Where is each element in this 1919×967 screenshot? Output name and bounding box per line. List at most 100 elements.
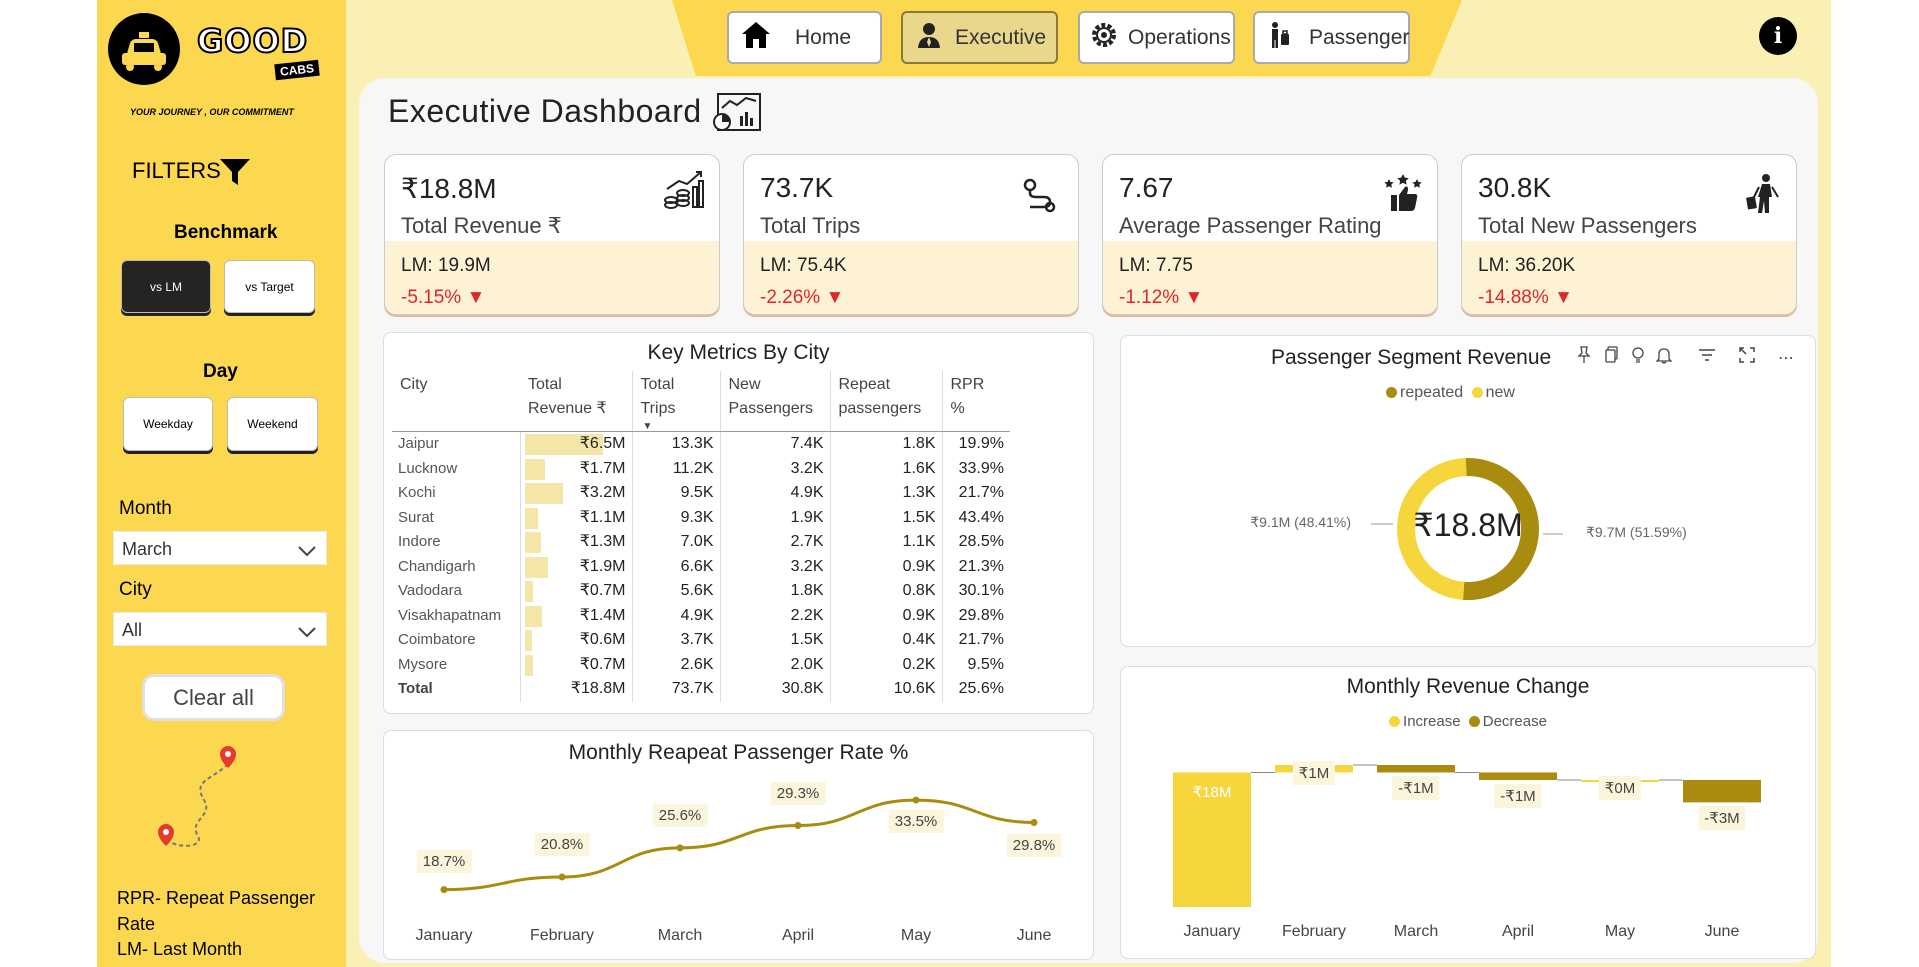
data-label: 33.5% — [888, 810, 944, 834]
weekend-button[interactable]: Weekend — [227, 397, 318, 451]
pin-icon[interactable] — [1576, 346, 1592, 369]
kpi-change: -2.26% ▼ — [760, 287, 845, 308]
donut-slice-repeated — [1463, 458, 1539, 600]
bulb-icon[interactable] — [1632, 346, 1644, 369]
nav-home-button[interactable]: Home — [727, 11, 882, 64]
data-label: ₹18M — [1192, 784, 1232, 802]
table-row[interactable]: Visakhapatnam ₹1.4M 4.9K 2.2K 0.9K 29.8% — [392, 603, 1010, 628]
cell-city: Indore — [392, 530, 521, 555]
kpi-benchmark-area: LM: 36.20K -14.88% ▼ — [1462, 241, 1796, 314]
cell-new-passengers: 2.0K — [720, 652, 831, 677]
kpi-card-new-passengers[interactable]: 30.8K Total New Passengers LM: 36.20K -1… — [1461, 154, 1797, 315]
col-new-passengers[interactable]: New Passengers — [720, 371, 831, 432]
data-label: 20.8% — [534, 832, 590, 856]
passenger-luggage-icon — [1267, 21, 1291, 55]
cell-new-passengers: 7.4K — [720, 431, 831, 457]
card-title: Key Metrics By City — [647, 341, 830, 364]
benchmark-vs-lm-button[interactable]: vs LM — [121, 260, 211, 313]
bell-icon[interactable] — [1655, 346, 1673, 369]
nav-executive-button[interactable]: Executive — [901, 11, 1058, 64]
cell-city: Kochi — [392, 481, 521, 506]
cell-city: Surat — [392, 505, 521, 530]
revenue-bar — [524, 605, 542, 627]
cell-new-passengers: 2.2K — [720, 603, 831, 628]
filter-icon[interactable] — [1698, 347, 1716, 368]
x-tick-label: April — [1501, 923, 1534, 940]
data-point — [794, 822, 802, 829]
table-row[interactable]: Surat ₹1.1M 9.3K 1.9K 1.5K 43.4% — [392, 505, 1010, 530]
legend-dot-decrease — [1468, 716, 1480, 727]
expand-icon[interactable] — [1738, 346, 1756, 369]
table-row[interactable]: Kochi ₹3.2M 9.5K 4.9K 1.3K 21.7% — [392, 481, 1010, 506]
donut-chart-svg — [1371, 458, 1563, 600]
x-tick-label: May — [1604, 923, 1636, 940]
city-select[interactable]: All — [113, 612, 327, 646]
cell-revenue: ₹1.3M — [520, 530, 633, 555]
kpi-card-rating[interactable]: 7.67 Average Passenger Rating LM: 7.75 -… — [1102, 154, 1438, 315]
waterfall-bar — [1173, 772, 1251, 907]
kpi-card-revenue[interactable]: ₹18.8M Total Revenue ₹ LM: 19.9M -5.15% … — [384, 154, 720, 315]
cell-total-revenue: ₹18.8M — [520, 677, 633, 702]
table-row[interactable]: Vadodara ₹0.7M 5.6K 1.8K 0.8K 30.1% — [392, 579, 1010, 604]
col-city[interactable]: City — [392, 371, 520, 432]
table-row[interactable]: Lucknow ₹1.7M 11.2K 3.2K 1.6K 33.9% — [392, 456, 1010, 481]
kpi-change: -14.88% ▼ — [1478, 287, 1573, 308]
funnel-icon — [219, 157, 251, 192]
passenger-segment-revenue-card: Passenger Segment Revenue ⋯ repeated new… — [1120, 335, 1816, 647]
cell-city: Mysore — [392, 652, 521, 677]
nav-operations-button[interactable]: Operations — [1078, 11, 1235, 64]
kpi-card-trips[interactable]: 73.7K Total Trips LM: 75.4K -2.26% ▼ — [743, 154, 1079, 315]
down-triangle-icon: ▼ — [1184, 287, 1204, 308]
table-row[interactable]: Indore ₹1.3M 7.0K 2.7K 1.1K 28.5% — [392, 530, 1010, 555]
x-tick-label: March — [657, 927, 703, 944]
key-metrics-table: City Total Revenue ₹ Total Trips ▼ New Pa… — [392, 371, 1010, 702]
data-label: 25.6% — [652, 803, 708, 827]
col-rpr[interactable]: RPR % — [942, 371, 1010, 432]
cell-rpr: 9.5% — [967, 655, 1004, 673]
cell-trips: 4.9K — [632, 603, 721, 628]
kpi-value: 30.8K — [1478, 172, 1552, 203]
cell-rpr: 33.9% — [958, 459, 1004, 477]
copy-icon[interactable] — [1604, 346, 1620, 369]
table-row[interactable]: Coimbatore ₹0.6M 3.7K 1.5K 0.4K 21.7% — [392, 628, 1010, 653]
cell-revenue: ₹0.7M — [520, 579, 633, 604]
nav-passenger-button[interactable]: Passenger — [1253, 11, 1410, 64]
x-tick-label: April — [781, 927, 814, 944]
info-icon[interactable]: i — [1759, 17, 1797, 55]
data-label: 29.8% — [1006, 834, 1062, 858]
cell-repeat-passengers: 0.8K — [830, 579, 943, 604]
benchmark-label: Benchmark — [174, 222, 278, 243]
col-total-trips[interactable]: Total Trips ▼ — [632, 371, 721, 432]
kpi-change: -5.15% ▼ — [401, 287, 486, 308]
taxi-logo-icon — [108, 13, 180, 85]
x-tick-label: February — [1281, 923, 1347, 940]
col-total-revenue[interactable]: Total Revenue ₹ — [520, 371, 633, 432]
legend-increase: Increase — [1403, 713, 1461, 730]
col-repeat-passengers[interactable]: Repeat passengers — [830, 371, 943, 432]
cell-trips: 11.2K — [632, 456, 721, 481]
kpi-value: ₹18.8M — [401, 173, 497, 204]
cell-rpr: 21.7% — [958, 631, 1004, 648]
table-body: Jaipur ₹6.5M 13.3K 7.4K 1.8K 19.9% Lucknow ₹1.7… — [392, 431, 1010, 702]
operations-gear-icon — [1090, 21, 1118, 55]
route-map-illustration-icon — [152, 740, 262, 865]
repeat-rate-line-chart-card: Monthly Reapeat Passenger Rate % 18.7% Ja… — [383, 730, 1094, 960]
more-icon[interactable]: ⋯ — [1778, 349, 1794, 367]
table-row[interactable]: Mysore ₹0.7M 2.6K 2.0K 0.2K 9.5% — [392, 652, 1010, 677]
donut-center-value: ₹18.8M — [1413, 507, 1523, 543]
chart-title: Monthly Revenue Change — [1346, 675, 1590, 698]
month-select[interactable]: March — [113, 531, 327, 565]
nav-operations-label: Operations — [1128, 25, 1231, 49]
clear-all-button[interactable]: Clear all — [142, 674, 285, 721]
waterfall-bar — [1377, 765, 1455, 773]
rating-thumbs-up-icon — [1383, 173, 1423, 218]
cell-revenue: ₹3.2M — [520, 481, 633, 506]
revenue-bar — [524, 581, 533, 602]
monthly-revenue-change-card: Monthly Revenue Change Increase Decrease… — [1120, 666, 1816, 959]
weekday-button[interactable]: Weekday — [123, 397, 213, 451]
benchmark-vs-target-button[interactable]: vs Target — [224, 260, 315, 313]
table-row[interactable]: Chandigarh ₹1.9M 6.6K 3.2K 0.9K 21.3% — [392, 554, 1010, 579]
cell-repeat-passengers: 0.9K — [830, 554, 943, 579]
table-row[interactable]: Jaipur ₹6.5M 13.3K 7.4K 1.8K 19.9% — [392, 431, 1010, 457]
cell-revenue: ₹1.7M — [520, 456, 633, 481]
